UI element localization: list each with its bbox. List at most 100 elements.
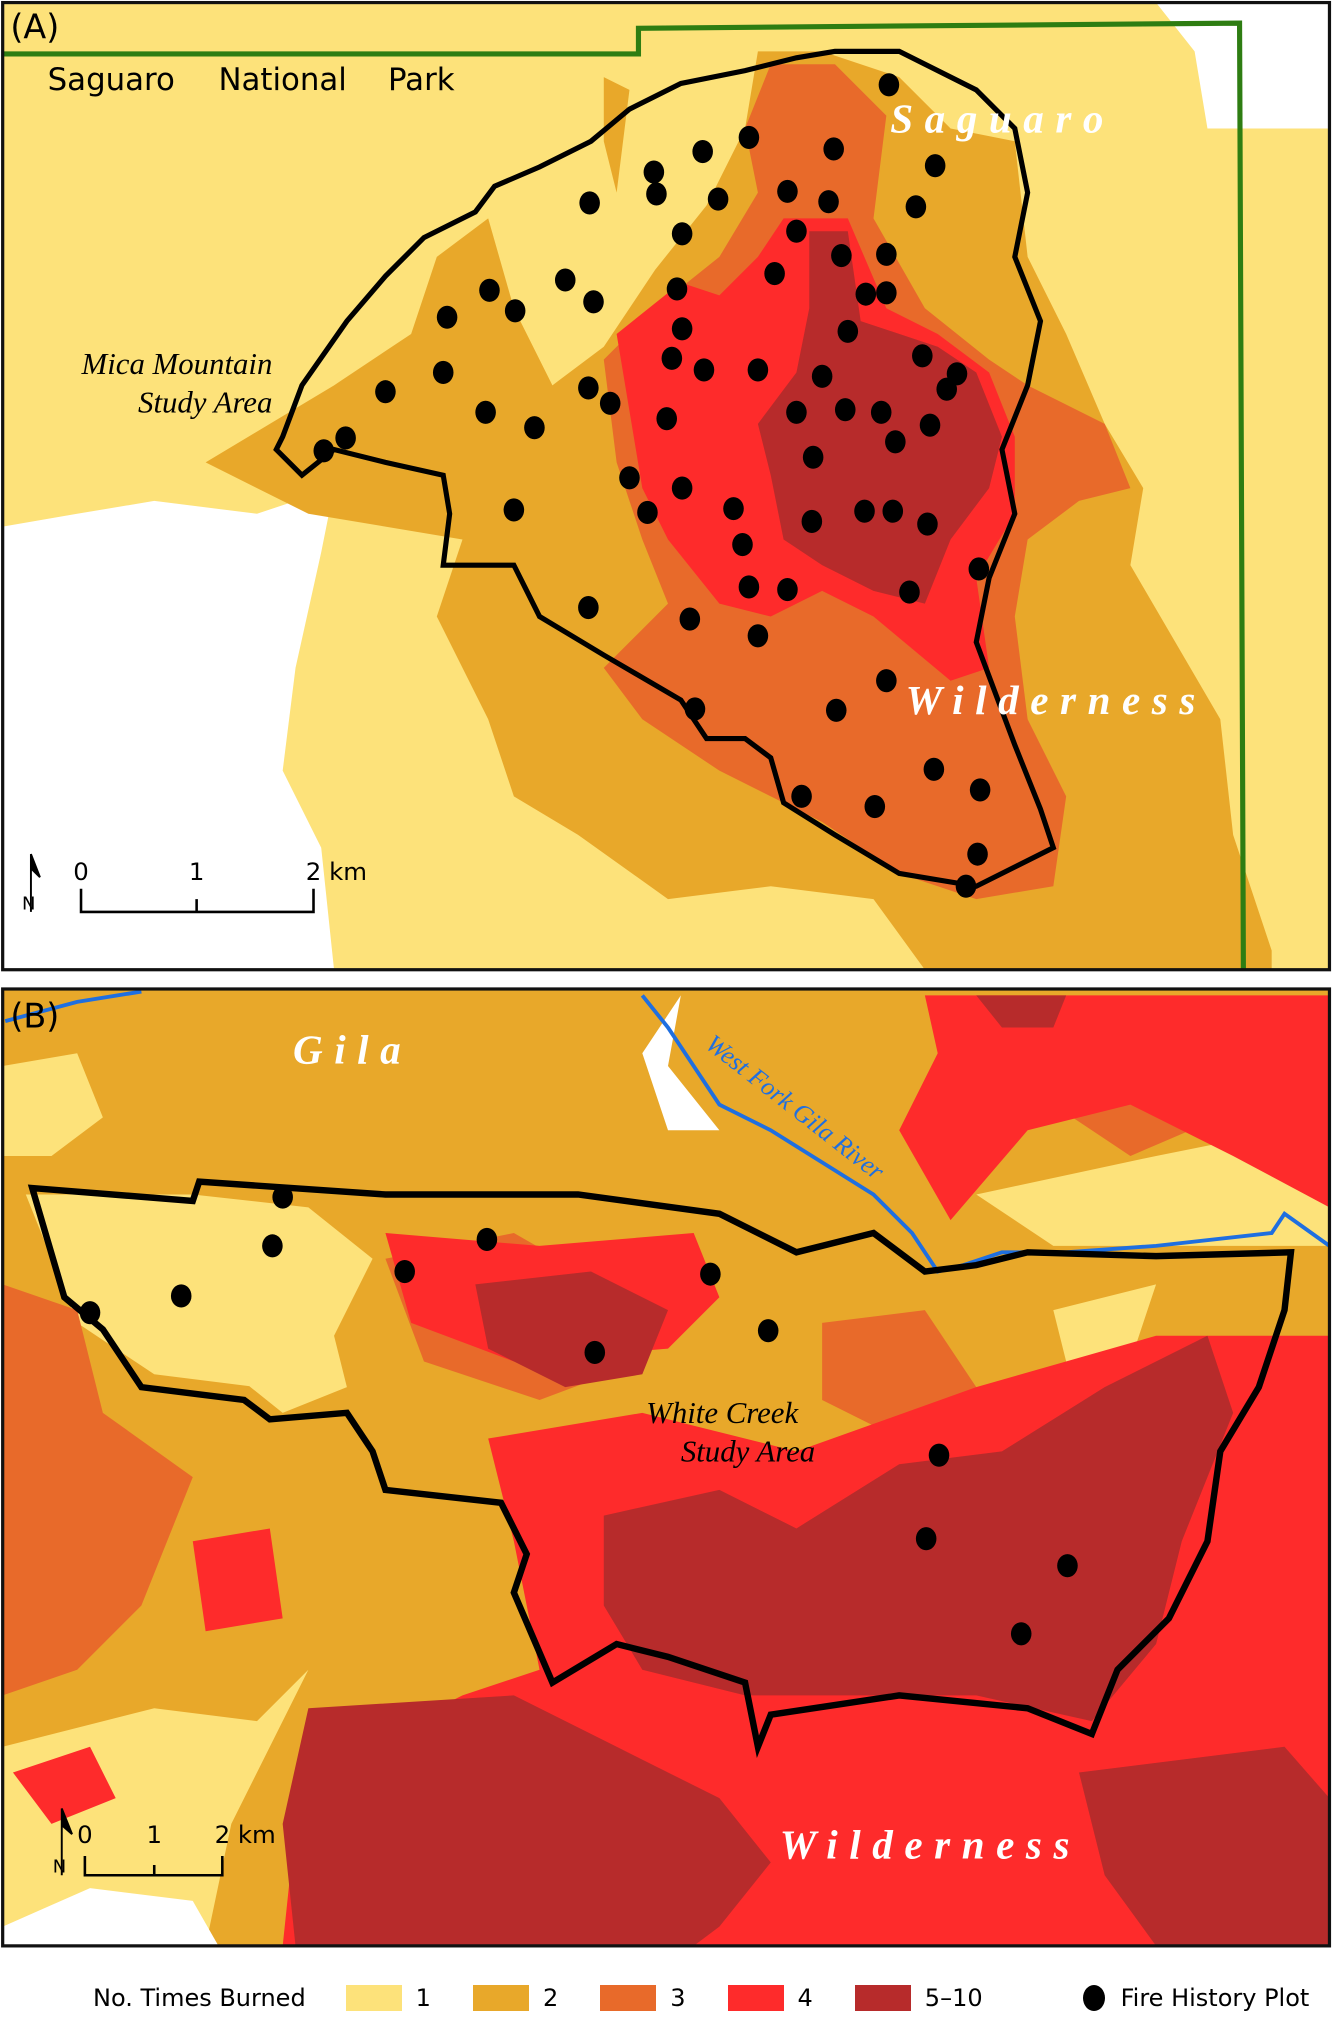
white-creek-study-area-boundary	[27, 1178, 1295, 1759]
fire-history-plot	[882, 499, 904, 523]
fire-history-plot	[313, 439, 335, 463]
fire-history-plot	[837, 319, 859, 343]
fire-history-plot	[671, 317, 693, 341]
fire-history-plot	[579, 191, 600, 215]
legend-swatch-1	[345, 1985, 402, 2011]
svg-text:2 km: 2 km	[306, 857, 367, 886]
fire-history-plot	[955, 874, 977, 898]
fire-history-plot	[786, 219, 807, 243]
fire-history-plot	[786, 400, 807, 424]
fire-history-plot	[738, 125, 760, 149]
legend-label: 5–10	[924, 1984, 983, 2012]
fire-history-plot	[777, 179, 798, 203]
fire-history-plot	[475, 400, 496, 424]
fire-history-plot	[504, 299, 526, 323]
legend: No. Times Burned 1 2 3 4 5–10 Fire Histo…	[0, 1975, 1336, 2021]
fire-history-plot	[1057, 1554, 1078, 1578]
legend-label: 1	[415, 1984, 431, 2012]
wilderness-label: Gila	[293, 1026, 412, 1072]
fire-history-plot	[671, 476, 693, 500]
river	[4, 989, 142, 1023]
fire-history-plot	[643, 160, 665, 184]
fire-history-plot	[905, 195, 927, 219]
fire-history-plot	[876, 669, 897, 693]
fire-history-plot	[666, 277, 688, 301]
fire-history-plot	[924, 154, 946, 178]
fire-history-plot	[917, 512, 938, 536]
fire-history-plot	[928, 1443, 950, 1467]
fire-history-plot	[584, 1340, 606, 1365]
study-area-label: Study Area	[681, 1435, 815, 1469]
fire-history-plot	[801, 509, 823, 534]
fire-history-plot	[503, 498, 525, 522]
svg-text:N: N	[22, 893, 35, 914]
panel-b-frame	[1, 987, 1332, 1948]
fire-history-plot	[823, 137, 844, 161]
fire-history-plots-a	[313, 73, 991, 898]
fire-history-plot	[899, 580, 920, 604]
fire-history-plot	[878, 73, 900, 97]
fire-history-plot	[646, 182, 667, 206]
fire-history-plot	[661, 346, 683, 370]
unburned-area	[2, 488, 335, 970]
fire-history-plot	[876, 281, 897, 305]
unburned-area	[1156, 2, 1330, 129]
fire-history-plot	[1010, 1622, 1032, 1646]
fire-history-plot	[479, 278, 500, 302]
legend-swatch-5-10	[854, 1985, 911, 2011]
wilderness-label: Wilderness	[906, 677, 1207, 723]
fire-history-plot	[967, 842, 988, 866]
fire-history-plot	[777, 577, 798, 602]
fire-history-plot	[747, 624, 769, 648]
fire-maps: Saguaro National Park (A) Saguaro Wilder…	[1, 0, 1332, 1948]
fire-history-plot	[876, 242, 897, 266]
fire-history-plot	[656, 407, 677, 431]
legend-plot-label: Fire History Plot	[1120, 1984, 1310, 2012]
study-area-label: White Creek	[646, 1396, 799, 1430]
fire-history-plot	[802, 445, 824, 469]
legend-swatch-3	[600, 1985, 657, 2011]
fire-history-plot	[757, 1319, 779, 1343]
north-arrow-icon: N	[22, 853, 41, 914]
fire-history-plot	[262, 1234, 283, 1258]
fire-history-plot	[436, 305, 458, 329]
fire-history-plot	[732, 533, 753, 557]
fire-history-plot	[524, 416, 545, 440]
fire-history-plot	[870, 400, 892, 424]
fire-history-plot	[818, 190, 839, 214]
unburned-area	[2, 1888, 219, 1946]
fire-history-plot	[969, 778, 991, 802]
west-fork-gila-river	[640, 994, 1330, 1274]
fire-history-plot	[707, 187, 729, 211]
fire-history-plot	[375, 380, 396, 404]
fire-history-plot	[885, 430, 906, 454]
fire-history-plot	[671, 222, 693, 246]
plot-marker-icon	[1082, 1985, 1105, 2011]
fire-history-plot	[692, 140, 713, 164]
mica-mountain-study-area-boundary	[273, 48, 1057, 889]
fire-history-plot	[578, 595, 599, 620]
fire-history-plot	[825, 698, 847, 722]
panel-b-label: (B)	[10, 997, 59, 1036]
fire-history-plot	[864, 795, 886, 819]
park-label: Saguaro	[48, 62, 175, 98]
fire-history-plot	[394, 1260, 415, 1284]
scale-bar: 0 1 2 km	[77, 1820, 276, 1877]
fire-history-plot	[854, 499, 875, 523]
legend-label: 2	[542, 1984, 559, 2012]
legend-label: 4	[797, 1984, 813, 2012]
wilderness-label: Wilderness	[780, 1822, 1081, 1868]
study-area-label: Study Area	[138, 385, 272, 419]
fire-history-plot	[578, 376, 599, 400]
fire-history-plot	[968, 557, 990, 581]
panel-b-map: (B) Gila Wilderness West Fork Gila River…	[2, 988, 1330, 1946]
fire-history-plot	[476, 1227, 498, 1252]
fire-history-plot	[693, 358, 715, 382]
panel-a-frame	[1, 0, 1332, 972]
park-label: Park	[388, 62, 455, 98]
svg-text:N: N	[53, 1857, 66, 1878]
fire-history-plot	[919, 413, 941, 437]
fire-history-plot	[583, 290, 604, 314]
wilderness-label: Saguaro	[890, 95, 1115, 141]
park-boundary	[2, 20, 1246, 970]
